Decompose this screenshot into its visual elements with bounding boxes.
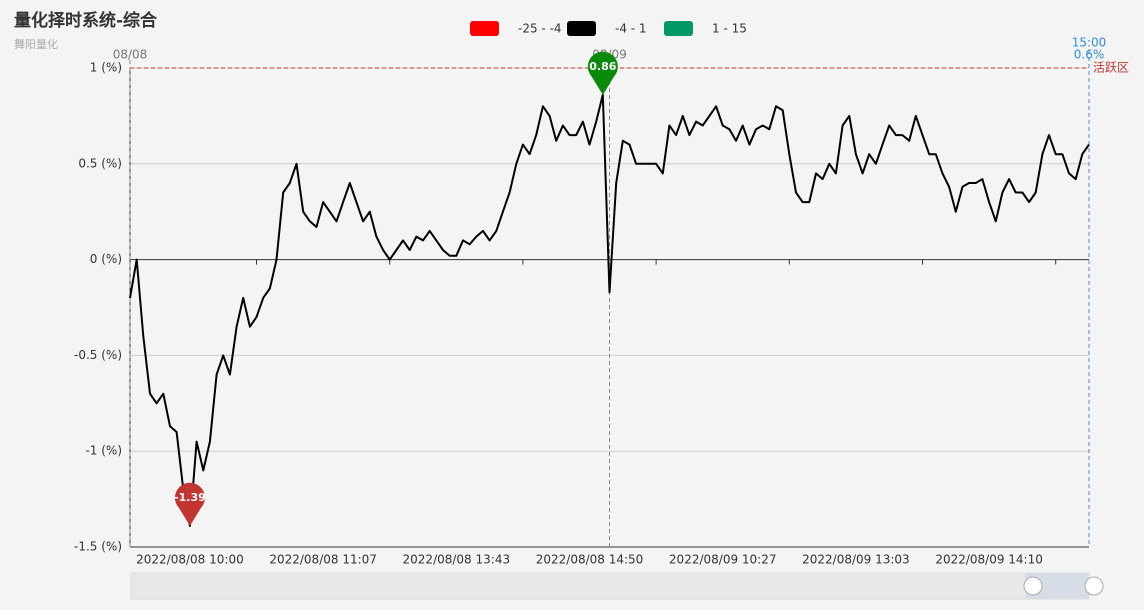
- zoom-slider[interactable]: [130, 572, 1090, 600]
- legend-swatch: [664, 21, 693, 36]
- day-marker-label: 08/08: [113, 48, 148, 62]
- y-tick-label: 0.5 (%): [78, 156, 122, 170]
- y-tick-label: 0 (%): [90, 252, 122, 266]
- chart-title: 量化择时系统-综合: [14, 10, 158, 31]
- x-tick-label: 2022/08/09 13:03: [802, 553, 910, 567]
- y-tick-label: -0.5 (%): [74, 348, 122, 362]
- x-tick-label: 2022/08/08 14:50: [536, 553, 644, 567]
- legend-swatch: [567, 21, 596, 36]
- x-tick-label: 2022/08/09 14:10: [935, 553, 1043, 567]
- x-tick-label: 2022/08/08 11:07: [269, 553, 377, 567]
- zoom-handle[interactable]: [1084, 576, 1104, 596]
- series-line: [129, 93, 1090, 527]
- pin-label: -1.39: [174, 491, 206, 504]
- legend-label: 1 - 15: [712, 22, 747, 36]
- end-time-label: 15:00: [1072, 36, 1107, 50]
- zoom-handle[interactable]: [1023, 576, 1043, 596]
- x-tick-label: 2022/08/09 10:27: [669, 553, 777, 567]
- x-tick-label: 2022/08/08 10:00: [136, 553, 244, 567]
- y-tick-label: 1 (%): [90, 61, 122, 75]
- x-tick-label: 2022/08/08 13:43: [403, 553, 511, 567]
- end-value-label: 0.6%: [1074, 48, 1105, 62]
- pin: [174, 482, 205, 526]
- legend-label: -4 - 1: [615, 22, 647, 36]
- pin: [587, 51, 618, 95]
- y-tick-label: -1.5 (%): [74, 540, 122, 554]
- legend-label: -25 - -4: [518, 22, 562, 36]
- legend-swatch: [470, 21, 499, 36]
- mark-line-label: 活跃区: [1093, 61, 1129, 75]
- chart-subtitle: 舞阳量化: [14, 37, 58, 51]
- pin-label: 0.86: [589, 60, 616, 73]
- y-tick-label: -1 (%): [85, 444, 122, 458]
